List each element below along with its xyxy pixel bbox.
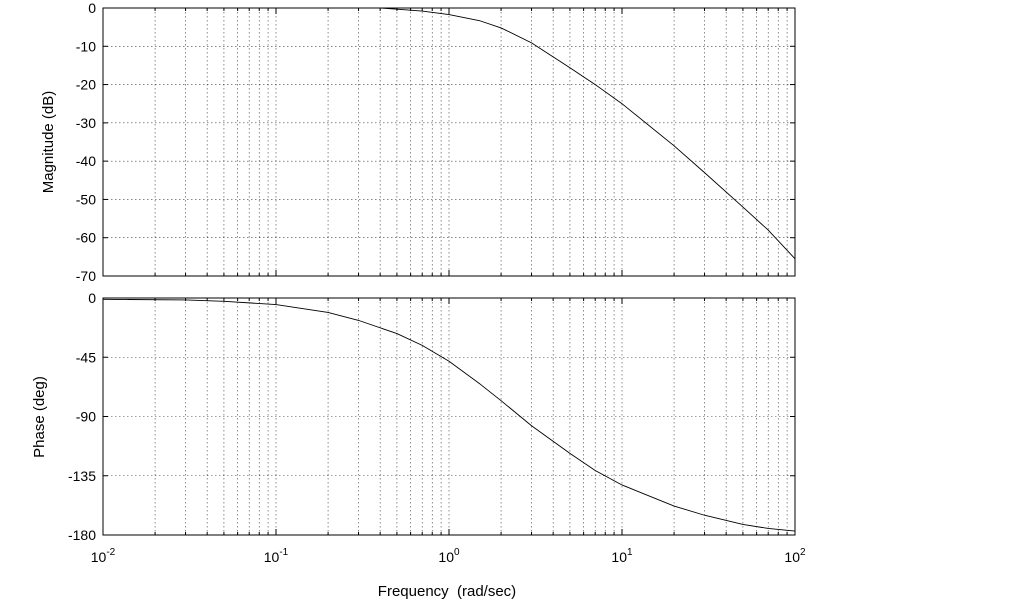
phase-ylabel: Phase (deg) — [31, 376, 48, 458]
phase-ytick-label: -135 — [68, 468, 96, 484]
magnitude-plot: 0 -10 -20 -30 -40 -50 -60 -70 — [76, 0, 796, 284]
magnitude-ytick-label: -10 — [76, 38, 96, 54]
phase-xtick-label: 10-1 — [264, 547, 289, 565]
phase-plot: 0 -45 -90 -135 -180 10-2 10-1 100 101 102 — [68, 290, 806, 565]
phase-xtick-label: 100 — [438, 547, 460, 565]
phase-xtick-label: 10-2 — [91, 547, 116, 565]
phase-ytick-label: -90 — [76, 409, 96, 425]
magnitude-ytick-label: -50 — [76, 191, 96, 207]
magnitude-ytick-label: 0 — [88, 0, 96, 16]
magnitude-ytick-label: -20 — [76, 77, 96, 93]
x-axis-label: Frequency (rad/sec) — [378, 583, 516, 600]
phase-xtick-label: 102 — [784, 547, 806, 565]
phase-ytick-label: -45 — [76, 349, 96, 365]
phase-axes-frame — [102, 297, 796, 536]
magnitude-ytick-label: -30 — [76, 115, 96, 131]
magnitude-ytick-label: -60 — [76, 230, 96, 246]
magnitude-curve — [380, 7, 796, 260]
phase-ytick-label: 0 — [88, 290, 96, 306]
magnitude-ytick-label: -70 — [76, 268, 96, 284]
phase-curve — [102, 298, 796, 532]
magnitude-ytick-label: -40 — [76, 153, 96, 169]
magnitude-axes-frame — [102, 7, 796, 277]
magnitude-ylabel: Magnitude (dB) — [40, 91, 57, 194]
phase-ytick-label: -180 — [68, 527, 96, 543]
phase-xtick-label: 101 — [611, 547, 633, 565]
